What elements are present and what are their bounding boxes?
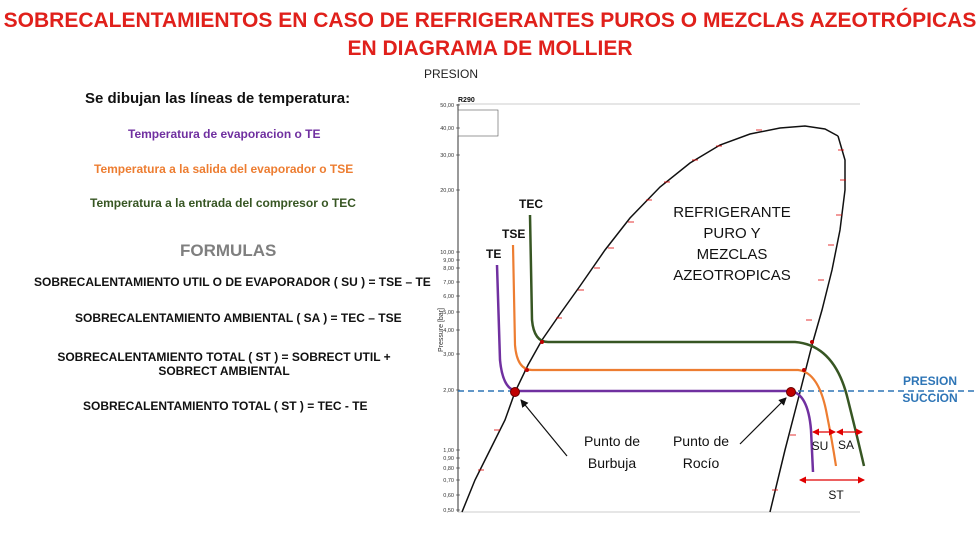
- y-axis-label: Pressure [bar]: [438, 308, 445, 352]
- su-label: SU: [812, 439, 829, 453]
- region-label-line-4: AZEOTROPICAS: [673, 267, 791, 284]
- refrigerant-name: R290: [458, 97, 475, 104]
- formula-st-sum: SOBRECALENTAMIENTO TOTAL ( ST ) = SOBREC…: [57, 350, 391, 378]
- sa-label: SA: [838, 438, 854, 452]
- y-tick-label: 4,00: [443, 328, 454, 334]
- bubble-curve: [461, 125, 839, 513]
- main-title-line-1: SOBRECALENTAMIENTOS EN CASO DE REFRIGERA…: [3, 9, 977, 32]
- legend-te: Temperatura de evaporacion o TE: [128, 127, 321, 141]
- y-tick-label: 8,00: [443, 266, 454, 272]
- dew-point-label-1: Punto de: [673, 433, 729, 449]
- tse-bubble-marker: [525, 368, 529, 372]
- tse-line: [511, 244, 838, 467]
- suction-pressure-label-2: SUCCION: [902, 391, 957, 405]
- y-tick-label: 20,00: [440, 188, 454, 194]
- y-tick-label: 40,00: [440, 126, 454, 132]
- y-tick-label: 50,00: [440, 103, 454, 109]
- region-label-line-1: REFRIGERANTE: [673, 204, 791, 221]
- legend-tec: Temperatura a la entrada del compresor o…: [90, 196, 356, 210]
- y-axis-ticks: 50,00 40,00 30,00 20,00 10,00 9,00 8,00 7,00 6,0…: [440, 103, 460, 514]
- y-tick-label: 7,00: [443, 280, 454, 286]
- formula-sa: SOBRECALENTAMIENTO AMBIENTAL ( SA ) = TE…: [75, 311, 402, 325]
- lead-text: Se dibujan las líneas de temperatura:: [85, 90, 351, 107]
- y-tick-label: 6,00: [443, 294, 454, 300]
- y-tick-label: 5,00: [443, 310, 454, 316]
- region-label: REFRIGERANTE PURO Y MEZCLAS AZEOTROPICAS: [673, 204, 791, 284]
- bubble-point-label-1: Punto de: [584, 433, 640, 449]
- tec-bubble-marker: [540, 340, 544, 344]
- dew-curve: [769, 135, 846, 513]
- formula-su: SOBRECALENTAMIENTO UTIL O DE EVAPORADOR …: [34, 275, 431, 289]
- te-line-label: TE: [486, 247, 501, 261]
- y-tick-label: 1,00: [443, 448, 454, 454]
- region-label-line-3: MEZCLAS: [697, 246, 768, 263]
- y-tick-label: 30,00: [440, 153, 454, 159]
- y-tick-label: 0,70: [443, 478, 454, 484]
- suction-pressure-label-1: PRESION: [903, 374, 957, 388]
- bubble-point-marker: [510, 387, 520, 397]
- y-tick-label: 0,60: [443, 493, 454, 499]
- tec-dew-marker: [810, 340, 814, 344]
- y-tick-label: 0,80: [443, 466, 454, 472]
- y-tick-label: 2,00: [443, 388, 454, 394]
- tec-line-label: TEC: [519, 197, 543, 211]
- y-tick-label: 3,00: [443, 352, 454, 358]
- y-tick-label: 0,50: [443, 508, 454, 514]
- y-tick-label: 9,00: [443, 258, 454, 264]
- te-line: [495, 264, 815, 473]
- formula-st-diff: SOBRECALENTAMIENTO TOTAL ( ST ) = TEC - …: [83, 399, 368, 413]
- main-title-line-2: EN DIAGRAMA DE MOLLIER: [347, 37, 633, 60]
- dew-point-label-2: Rocío: [683, 455, 720, 471]
- dew-point-marker: [786, 387, 796, 397]
- y-tick-label: 0,90: [443, 456, 454, 462]
- y-tick-label: 10,00: [440, 250, 454, 256]
- bubble-point-arrow: [520, 399, 568, 457]
- region-label-line-2: PURO Y: [703, 225, 760, 242]
- st-label: ST: [828, 488, 844, 502]
- bubble-point-label-2: Burbuja: [588, 455, 636, 471]
- tse-dew-marker: [802, 368, 806, 372]
- tse-line-label: TSE: [502, 227, 525, 241]
- formulas-heading: FORMULAS: [180, 241, 277, 260]
- isotherm-ticks: [478, 129, 846, 491]
- pressure-axis-top-label: PRESION: [424, 67, 479, 81]
- header-box: [457, 109, 499, 137]
- legend-tse: Temperatura a la salida del evaporador o…: [94, 162, 354, 176]
- dew-point-arrow: [739, 397, 787, 445]
